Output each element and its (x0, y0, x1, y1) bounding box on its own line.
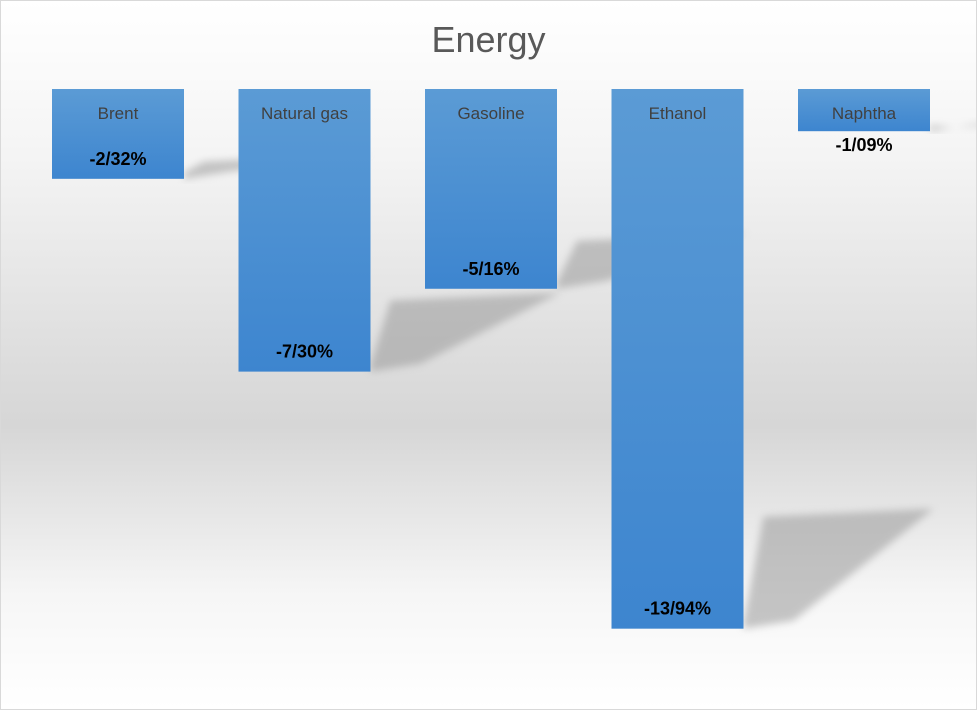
bar-shadow-naphtha (930, 123, 976, 132)
bar-ethanol (611, 89, 744, 629)
bar-shadow-natural-gas (370, 292, 561, 372)
bars (52, 89, 930, 629)
category-label-naphtha: Naphtha (832, 104, 897, 123)
bar-labels: Brent -2/32% Natural gas -7/30% Gasoline -5/1… (89, 104, 896, 619)
bar-shadow-ethanol (743, 508, 934, 629)
value-label-natural-gas: -7/30% (276, 342, 333, 362)
value-label-ethanol: -13/94% (644, 599, 711, 619)
value-label-naphtha: -1/09% (835, 135, 892, 155)
bar-natural-gas (238, 89, 371, 372)
category-label-brent: Brent (98, 104, 139, 123)
category-label-gasoline: Gasoline (457, 104, 524, 123)
category-label-ethanol: Ethanol (649, 104, 707, 123)
category-label-natural-gas: Natural gas (261, 104, 348, 123)
value-label-brent: -2/32% (89, 149, 146, 169)
bar-naphtha (798, 89, 930, 132)
bar-gasoline (425, 89, 557, 289)
chart-title: Energy (431, 19, 546, 60)
value-label-gasoline: -5/16% (462, 259, 519, 279)
bar-brent (52, 89, 184, 179)
